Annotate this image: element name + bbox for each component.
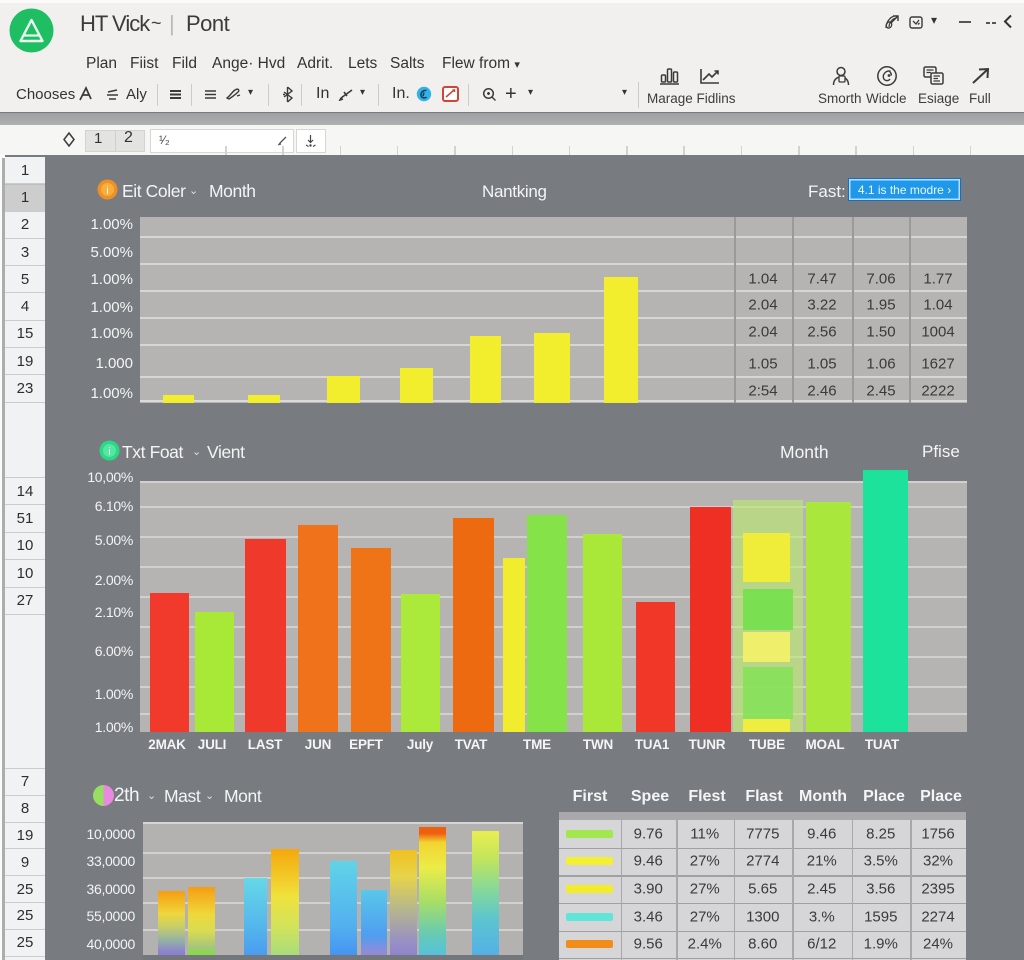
svg-text:i: i bbox=[108, 446, 110, 458]
svg-text:i: i bbox=[106, 185, 108, 197]
